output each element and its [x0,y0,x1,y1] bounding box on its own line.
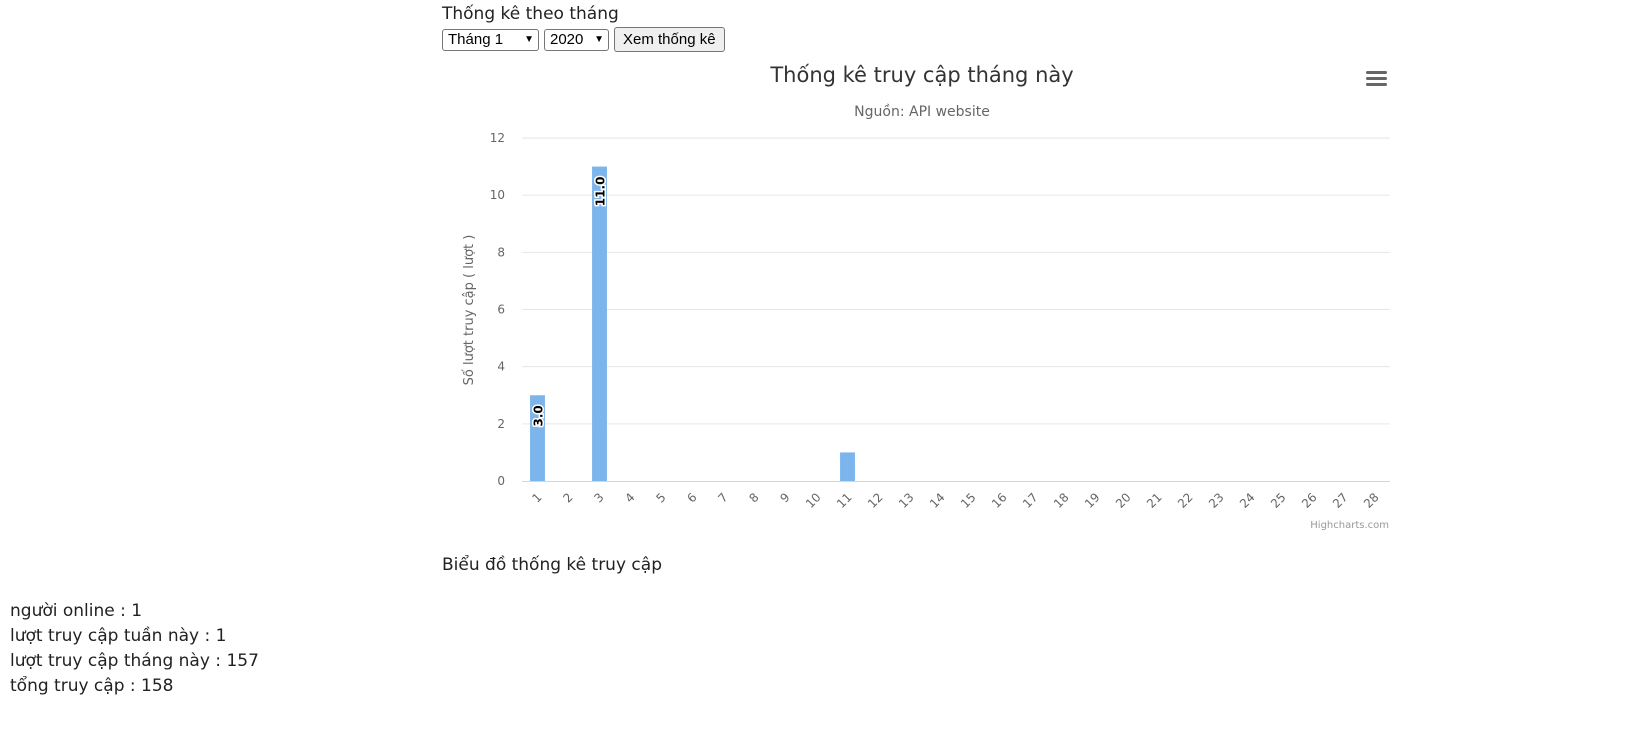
chart-title: Thống kê truy cập tháng này [769,63,1073,87]
x-tick-label: 21 [1144,490,1165,511]
year-select[interactable]: 2020 ▼ [544,28,609,51]
y-axis-ticks: 0 2 4 6 8 10 12 [490,131,505,488]
bar[interactable] [530,395,545,481]
chevron-down-icon: ▼ [524,34,534,45]
x-tick-label: 8 [746,490,761,505]
stat-value: 158 [141,676,174,696]
y-tick-label: 0 [497,474,505,488]
chart-subtitle: Nguồn: API website [854,103,990,120]
x-tick-label: 12 [865,490,886,511]
stat-label: người online : [10,601,132,621]
y-tick-label: 6 [497,303,505,317]
stat-total: tổng truy cập : 158 [10,674,259,699]
stat-label: lượt truy cập tuần này : [10,626,216,646]
x-tick-label: 6 [684,490,699,505]
stats-controls: Thống kê theo tháng Tháng 1 ▼ 2020 ▼ Xem… [442,3,725,52]
chart-bars [530,166,855,481]
visit-stats: người online : 1 lượt truy cập tuần này … [10,599,259,699]
x-tick-label: 17 [1020,490,1041,511]
x-tick-label: 23 [1206,490,1227,511]
year-select-value: 2020 [550,31,584,48]
stat-value: 1 [215,626,227,646]
x-tick-label: 18 [1051,490,1072,511]
y-tick-label: 10 [490,188,505,202]
x-tick-label: 13 [896,490,917,511]
x-tick-label: 5 [653,490,668,505]
controls-heading: Thống kê theo tháng [442,4,619,24]
stat-month: lượt truy cập tháng này : 157 [10,649,259,674]
x-tick-label: 3 [591,490,606,505]
chart-caption: Biểu đồ thống kê truy cập [442,555,662,575]
stat-week: lượt truy cập tuần này : 1 [10,624,259,649]
x-tick-label: 10 [803,490,824,511]
x-tick-label: 27 [1330,490,1351,511]
controls-row: Tháng 1 ▼ 2020 ▼ Xem thống kê [442,27,725,52]
x-tick-label: 4 [622,490,637,505]
y-axis-title: Số lượt truy cập ( lượt ) [462,235,477,386]
x-tick-label: 15 [958,490,979,511]
x-tick-label: 9 [777,490,792,505]
x-tick-label: 7 [715,490,730,505]
stat-value: 157 [226,651,259,671]
chart-grid [522,137,1390,482]
chart-credits[interactable]: Highcharts.com [1310,520,1389,531]
data-labels: 3.0 11.0 [530,175,609,428]
view-stats-button[interactable]: Xem thống kê [614,27,725,52]
x-tick-label: 14 [927,490,948,511]
x-axis-ticks: 1 2 3 4 5 6 7 8 9 10 11 12 13 14 15 16 17 18 19 20 21 22 23 24 2… [529,490,1381,511]
bar[interactable] [592,166,607,481]
hamburger-menu-icon[interactable] [1366,71,1387,86]
x-tick-label: 20 [1113,490,1134,511]
y-tick-label: 12 [490,131,505,145]
x-tick-label: 1 [529,490,544,505]
x-tick-label: 16 [989,490,1010,511]
stat-label: tổng truy cập : [10,676,142,696]
stat-value: 1 [131,601,143,621]
data-label: 3.0 [532,405,546,426]
x-tick-label: 19 [1082,490,1103,511]
x-tick-label: 22 [1175,490,1196,511]
y-tick-label: 4 [497,360,505,374]
x-tick-label: 24 [1237,490,1258,511]
month-select[interactable]: Tháng 1 ▼ [442,28,539,51]
x-tick-label: 26 [1299,490,1320,511]
x-tick-label: 11 [834,490,855,511]
x-tick-label: 28 [1361,490,1382,511]
month-select-value: Tháng 1 [448,31,504,48]
y-tick-label: 8 [497,245,505,259]
chevron-down-icon: ▼ [594,34,604,45]
stat-label: lượt truy cập tháng này : [10,651,227,671]
x-tick-label: 25 [1268,490,1289,511]
stat-online: người online : 1 [10,599,259,624]
x-tick-label: 2 [560,490,575,505]
y-tick-label: 2 [497,417,505,431]
bar[interactable] [840,452,855,481]
data-label: 11.0 [594,177,608,207]
